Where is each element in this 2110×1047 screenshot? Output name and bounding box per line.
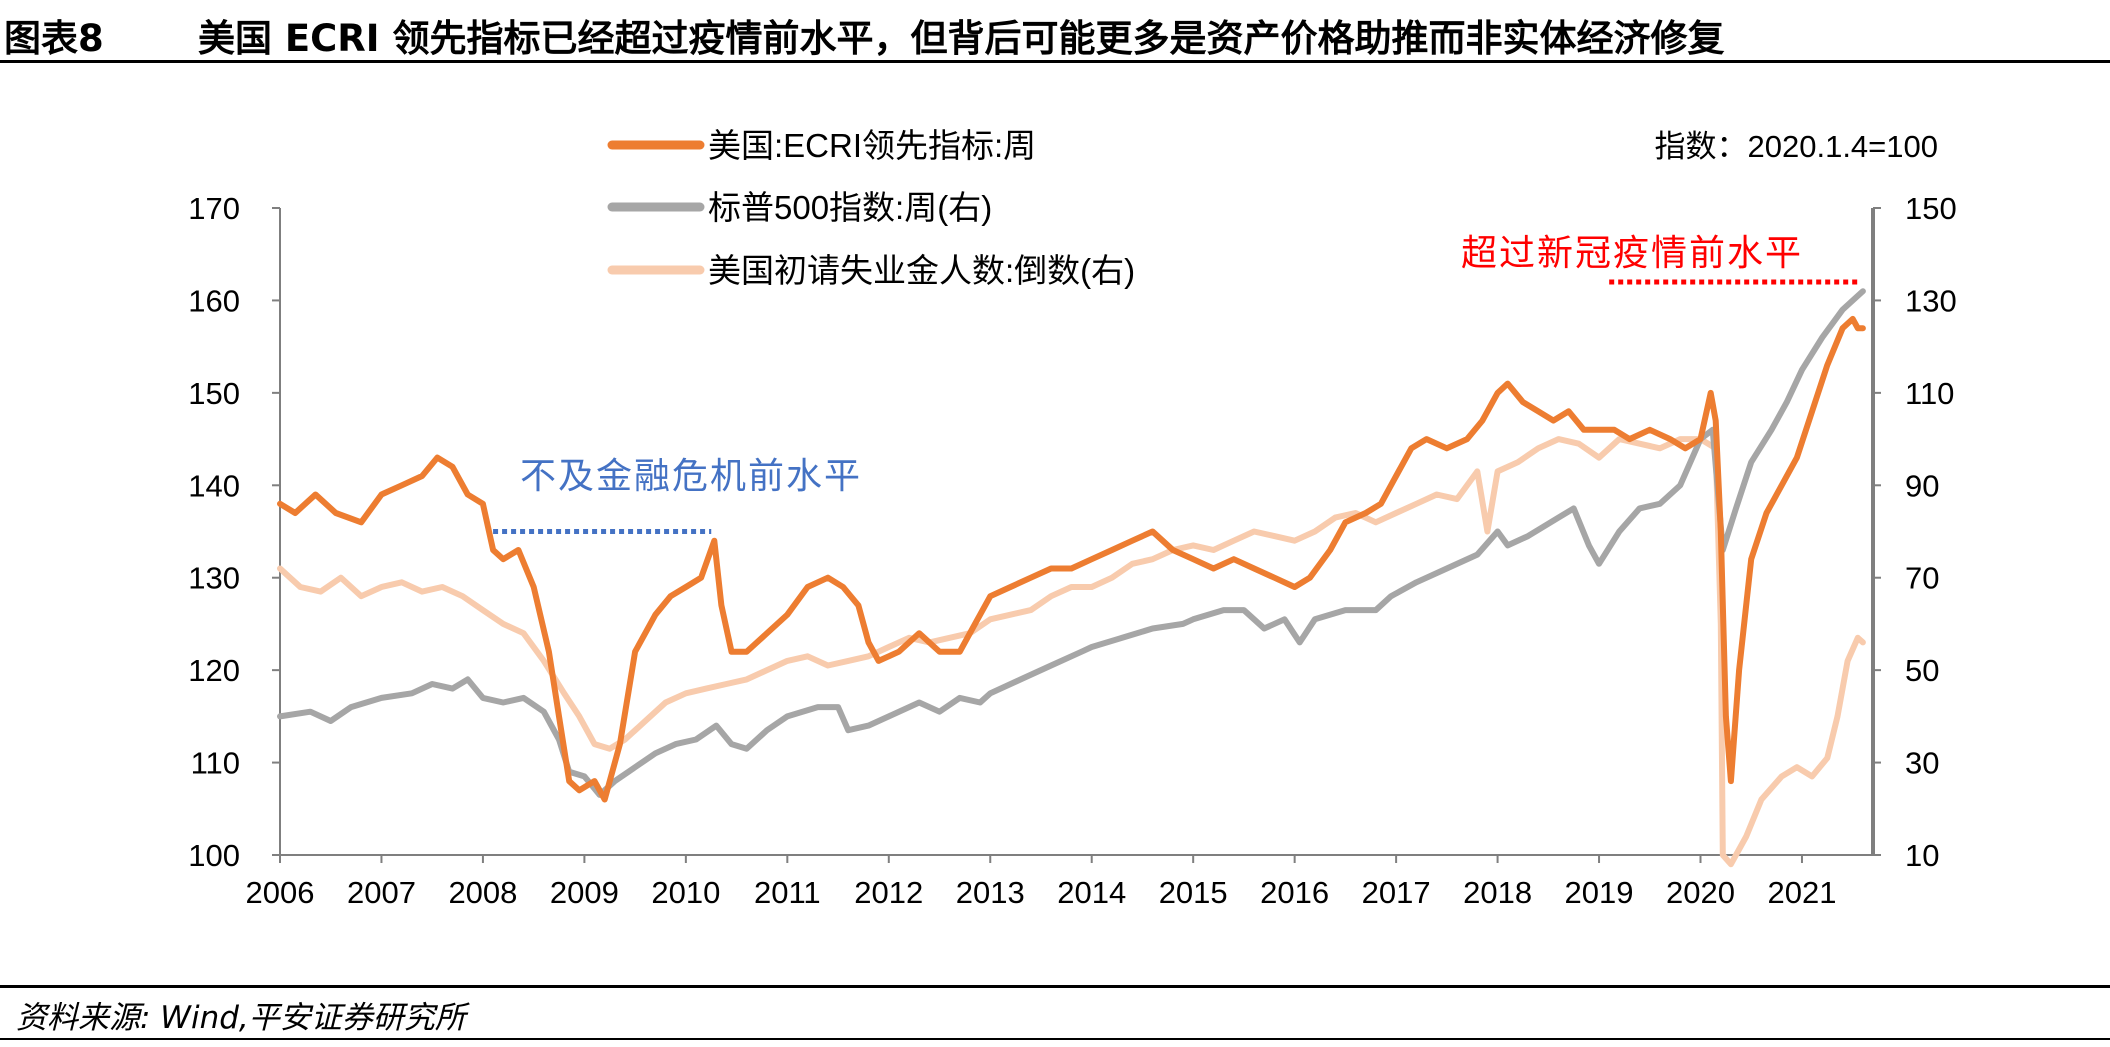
- x-tick-label: 2013: [956, 875, 1025, 910]
- x-tick-label: 2019: [1565, 875, 1634, 910]
- index-note: 指数：2020.1.4=100: [1655, 129, 1939, 164]
- right-tick-label: 30: [1905, 746, 1939, 781]
- left-tick-label: 110: [191, 746, 240, 781]
- x-tick-label: 2008: [448, 875, 517, 910]
- legend-label: 美国:ECRI领先指标:周: [708, 127, 1036, 164]
- legend-label: 标普500指数:周(右): [708, 189, 992, 226]
- series-claims-line: [277, 436, 1866, 868]
- left-tick-label: 100: [188, 838, 240, 873]
- left-tick-label: 170: [188, 191, 240, 226]
- right-tick-label: 130: [1905, 283, 1957, 318]
- figure-label: 图表8: [4, 17, 104, 60]
- x-tick-label: 2007: [347, 875, 416, 910]
- right-tick-label: 150: [1905, 191, 1957, 226]
- left-tick-label: 140: [188, 468, 240, 503]
- right-tick-label: 110: [1905, 376, 1954, 411]
- right-tick-label: 50: [1905, 653, 1939, 688]
- x-tick-label: 2018: [1463, 875, 1532, 910]
- left-tick-label: 120: [188, 653, 240, 688]
- right-tick-label: 70: [1905, 561, 1939, 596]
- right-tick-label: 10: [1905, 838, 1939, 873]
- legend-label: 美国初请失业金人数:倒数(右): [708, 252, 1135, 289]
- header-rule: [0, 60, 2110, 63]
- left-tick-label: 160: [188, 283, 240, 318]
- x-tick-label: 2009: [550, 875, 619, 910]
- figure-title: 美国 ECRI 领先指标已经超过疫情前水平，但背后可能更多是资产价格助推而非实体…: [198, 17, 1725, 60]
- annotation-pre-covid: 超过新冠疫情前水平: [1461, 232, 1803, 273]
- x-tick-label: 2021: [1767, 875, 1836, 910]
- series-sp500-line: [277, 288, 1866, 798]
- right-tick-label: 90: [1905, 468, 1939, 503]
- x-tick-label: 2010: [651, 875, 720, 910]
- x-tick-label: 2017: [1362, 875, 1431, 910]
- annotation-pre-crisis: 不及金融危机前水平: [520, 455, 862, 496]
- left-tick-label: 150: [188, 376, 240, 411]
- x-tick-label: 2006: [246, 875, 315, 910]
- source-note: 资料来源: Wind,平安证券研究所: [16, 1000, 466, 1036]
- source-bottom-rule: [0, 1038, 2110, 1040]
- x-tick-label: 2020: [1666, 875, 1735, 910]
- x-tick-label: 2011: [754, 875, 821, 910]
- series-ecri-line: [277, 315, 1866, 803]
- x-tick-label: 2012: [854, 875, 923, 910]
- x-tick-label: 2015: [1159, 875, 1228, 910]
- x-tick-label: 2016: [1260, 875, 1329, 910]
- left-tick-label: 130: [188, 561, 240, 596]
- source-top-rule: [0, 985, 2110, 988]
- x-tick-label: 2014: [1057, 875, 1126, 910]
- figure-header: 图表8 美国 ECRI 领先指标已经超过疫情前水平，但背后可能更多是资产价格助推…: [0, 0, 2110, 62]
